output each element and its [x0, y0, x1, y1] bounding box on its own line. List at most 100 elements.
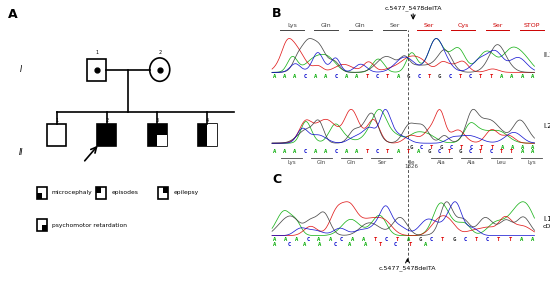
Text: A: A	[348, 242, 351, 247]
Text: Gln: Gln	[347, 160, 356, 164]
Bar	[157, 135, 167, 146]
Text: G: G	[427, 149, 431, 154]
Text: Lys: Lys	[288, 160, 296, 164]
Text: A: A	[531, 75, 534, 79]
Text: G: G	[439, 145, 443, 150]
Text: A: A	[318, 242, 321, 247]
Text: A: A	[362, 237, 366, 242]
Text: A: A	[531, 237, 534, 242]
Text: T: T	[480, 145, 483, 150]
Text: G: G	[407, 75, 410, 79]
Text: A: A	[272, 237, 276, 242]
Text: C: C	[394, 242, 397, 247]
Text: G: G	[459, 149, 462, 154]
Text: T: T	[459, 75, 462, 79]
Text: Ile: Ile	[409, 160, 415, 164]
Text: STOP: STOP	[524, 23, 540, 28]
Text: episodes: episodes	[111, 190, 138, 195]
Text: Lys: Lys	[527, 160, 536, 164]
Bar	[158, 187, 168, 199]
Text: T: T	[497, 237, 500, 242]
Text: T: T	[460, 145, 463, 150]
Text: epilepsy: epilepsy	[173, 190, 199, 195]
Text: A: A	[510, 145, 514, 150]
Text: C: C	[340, 237, 343, 242]
Text: G: G	[409, 145, 412, 150]
Text: A: A	[303, 242, 306, 247]
Text: c.5477_5478delTA: c.5477_5478delTA	[384, 6, 442, 11]
Text: Leu: Leu	[497, 160, 507, 164]
Text: A: A	[272, 149, 276, 154]
Text: C: C	[469, 75, 472, 79]
Text: A: A	[293, 149, 296, 154]
Text: Gln: Gln	[355, 23, 366, 28]
Text: C: C	[417, 75, 420, 79]
Bar	[96, 187, 101, 193]
Text: A: A	[293, 75, 296, 79]
Text: T: T	[396, 237, 399, 242]
Text: C: C	[304, 75, 307, 79]
Text: T: T	[409, 242, 412, 247]
Text: C: C	[490, 149, 493, 154]
Text: A: A	[424, 242, 427, 247]
Text: T: T	[365, 149, 369, 154]
Text: A: A	[314, 75, 317, 79]
Text: T: T	[430, 145, 433, 150]
Text: A: A	[283, 75, 286, 79]
Text: T: T	[508, 237, 512, 242]
Text: A: A	[317, 237, 321, 242]
Text: Ser: Ser	[492, 23, 503, 28]
Text: T: T	[475, 237, 478, 242]
Bar	[37, 219, 47, 231]
Text: A: A	[295, 237, 298, 242]
Text: A: A	[283, 149, 286, 154]
Text: 1: 1	[55, 118, 58, 123]
Bar	[96, 187, 106, 199]
Text: T: T	[491, 145, 493, 150]
Text: A: A	[272, 75, 276, 79]
Text: G: G	[419, 237, 422, 242]
Text: A: A	[520, 149, 524, 154]
Text: C: C	[464, 237, 467, 242]
Text: C: C	[430, 237, 433, 242]
Text: psychomotor retardation: psychomotor retardation	[52, 223, 127, 228]
Text: B: B	[272, 7, 282, 20]
Text: C: C	[376, 75, 379, 79]
Text: A: A	[397, 75, 400, 79]
Text: A: A	[272, 242, 276, 247]
Bar	[37, 193, 42, 199]
Text: A: A	[531, 149, 534, 154]
Bar	[147, 124, 167, 146]
Text: G: G	[452, 237, 455, 242]
Text: C: C	[470, 145, 474, 150]
Text: A: A	[520, 75, 524, 79]
Text: T: T	[448, 149, 452, 154]
Text: Lys: Lys	[287, 23, 297, 28]
Text: T: T	[407, 149, 410, 154]
Text: A: A	[531, 145, 534, 150]
Text: Cys: Cys	[458, 23, 469, 28]
Bar	[163, 187, 168, 193]
Text: T: T	[490, 75, 493, 79]
Bar	[207, 124, 217, 146]
Text: T: T	[427, 75, 431, 79]
Text: C: C	[438, 149, 441, 154]
Text: A: A	[284, 237, 287, 242]
Text: Ala: Ala	[437, 160, 446, 164]
Bar	[198, 124, 217, 146]
Text: A: A	[417, 149, 420, 154]
Text: C: C	[272, 173, 281, 186]
Text: C: C	[376, 149, 379, 154]
Text: T: T	[500, 149, 503, 154]
Text: 2: 2	[158, 50, 161, 55]
Text: C: C	[334, 149, 338, 154]
Text: 3: 3	[156, 118, 158, 123]
Text: 1: 1	[95, 51, 98, 55]
Text: T: T	[510, 149, 514, 154]
Text: A: A	[510, 75, 514, 79]
Text: A: A	[520, 237, 523, 242]
Text: II: II	[19, 148, 23, 157]
Text: I.2: I.2	[543, 123, 550, 129]
Text: C: C	[333, 242, 337, 247]
Text: A: A	[397, 149, 400, 154]
